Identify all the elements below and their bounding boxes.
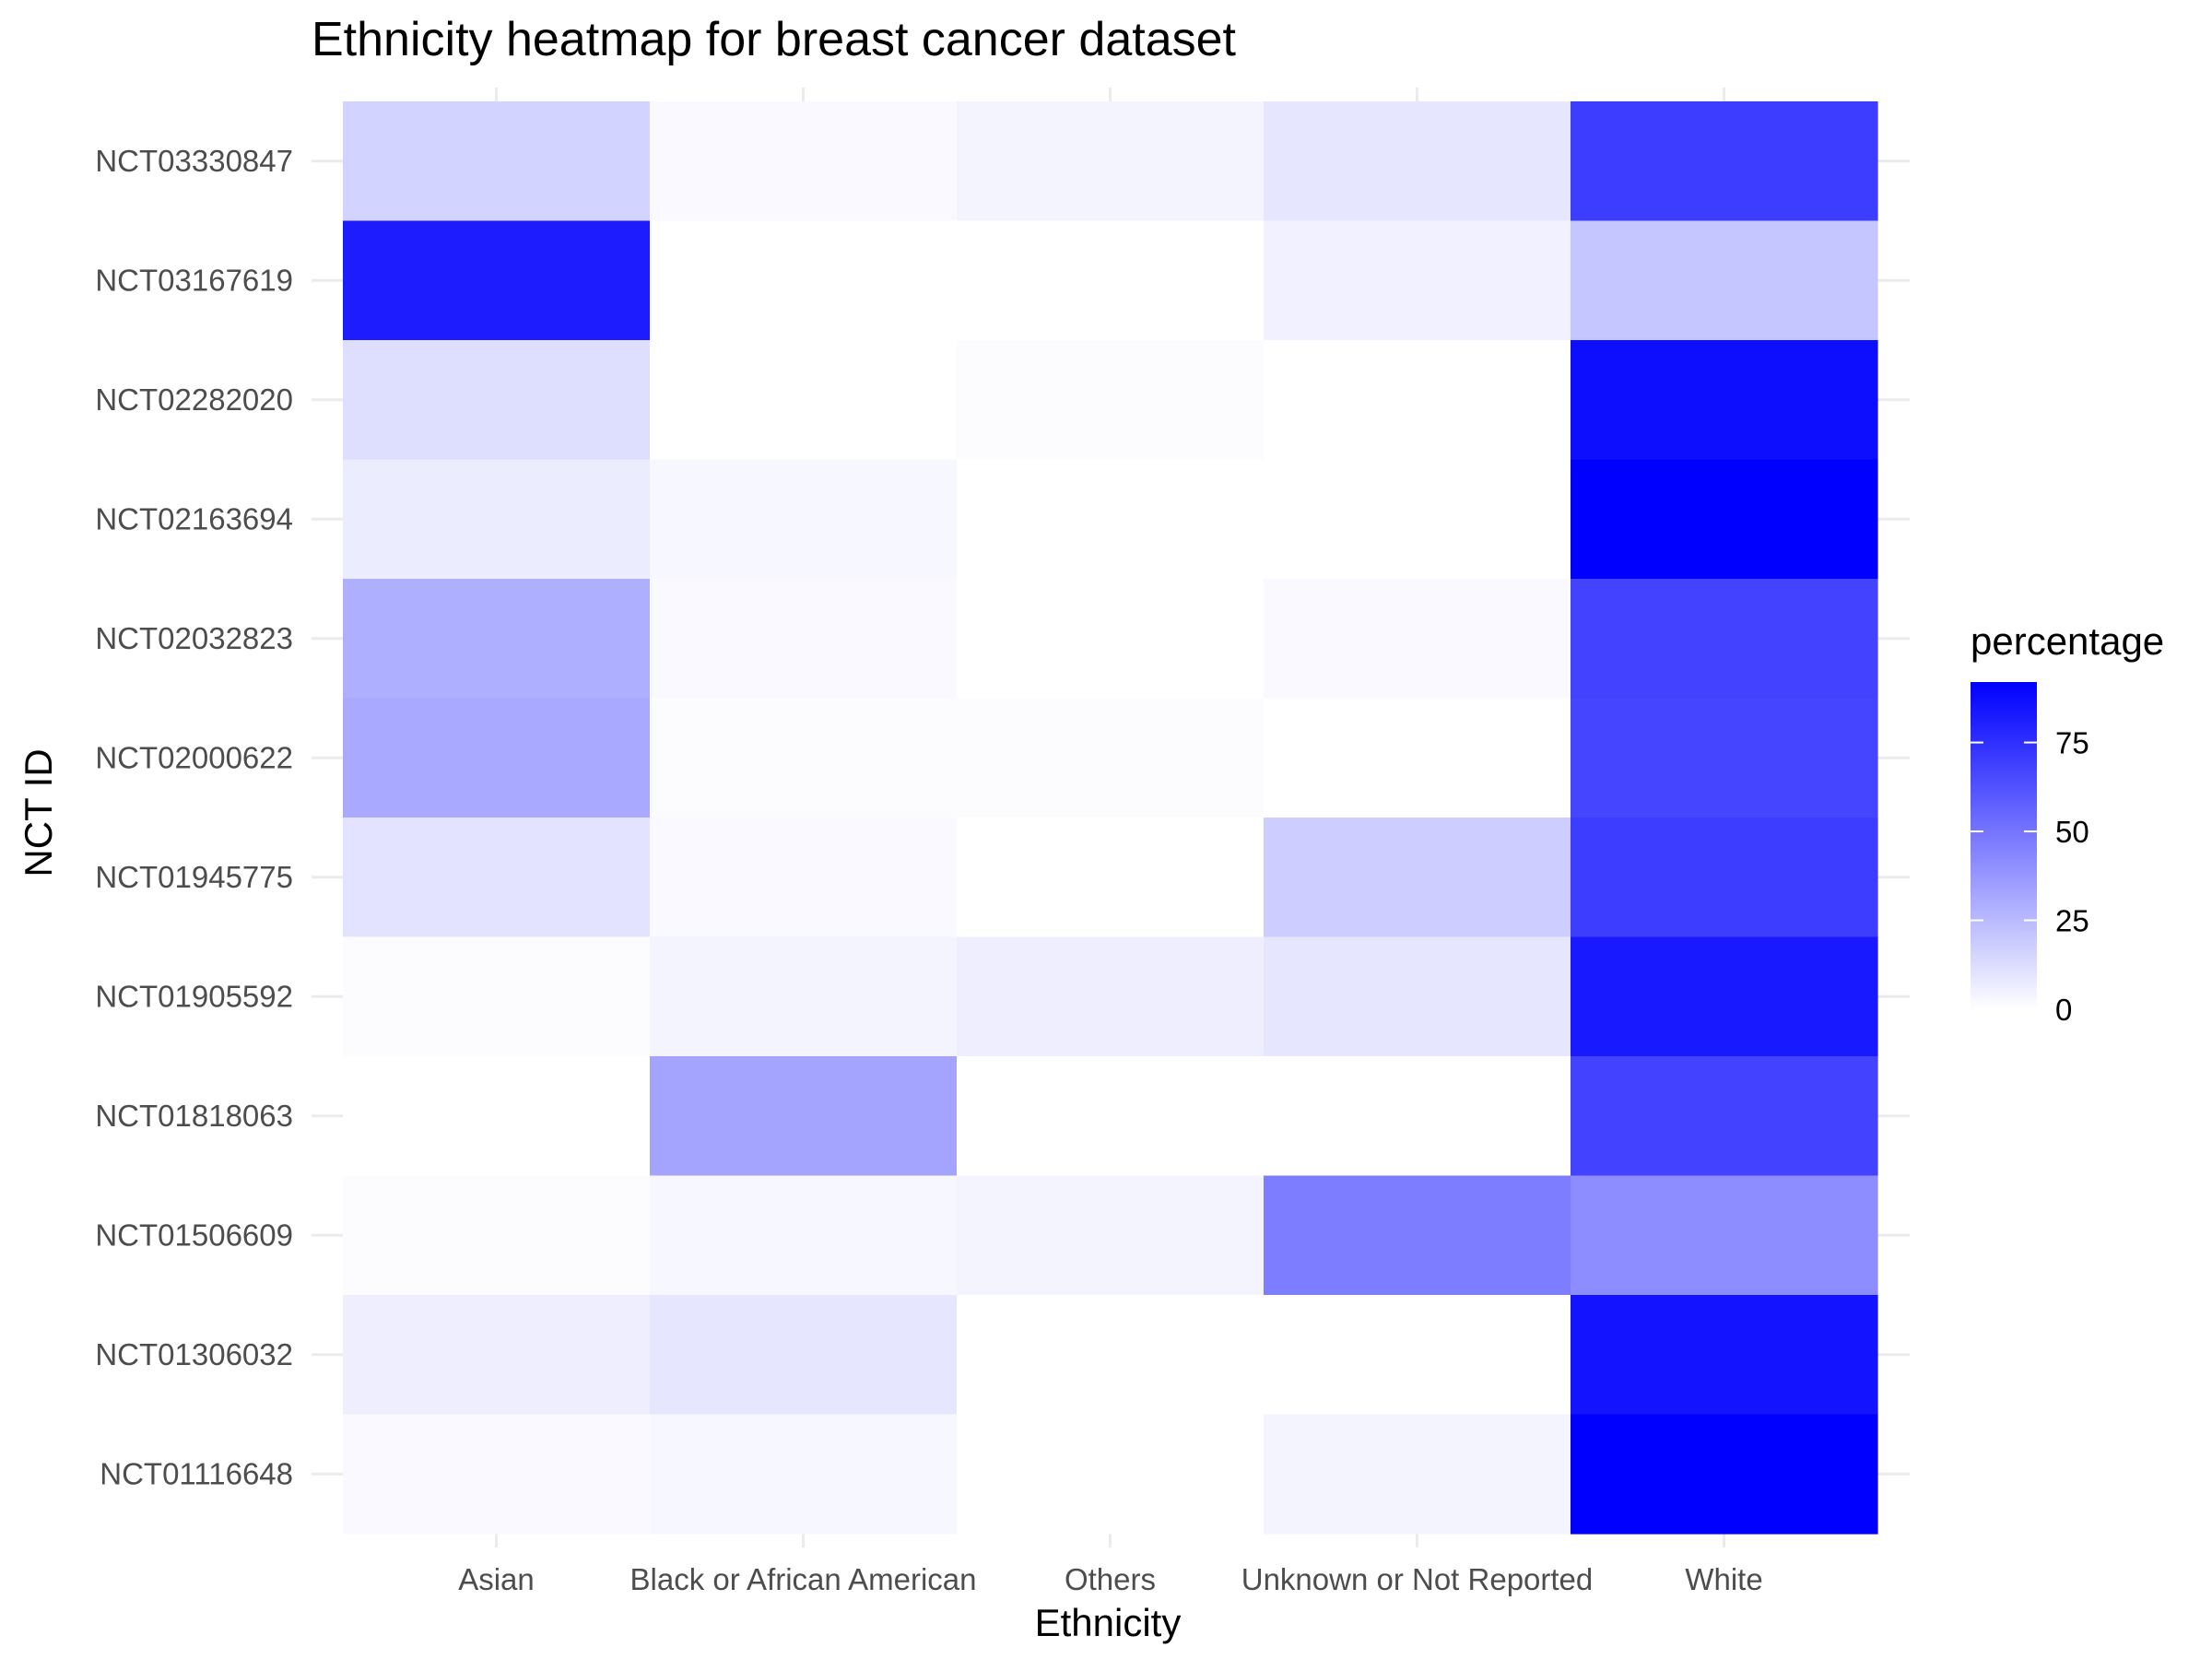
y-axis-title: NCT ID: [17, 748, 60, 877]
legend-tick-label: 75: [2055, 726, 2089, 760]
y-tick-label: NCT02282020: [95, 382, 293, 417]
x-axis-title: Ethnicity: [1035, 1601, 1182, 1644]
heatmap-cell: [1571, 220, 1878, 341]
heatmap-cell: [343, 220, 651, 341]
heatmap-cell: [343, 101, 651, 222]
heatmap-cell: [1571, 101, 1878, 222]
heatmap-cell: [1264, 818, 1571, 938]
y-tick-label: NCT01905592: [95, 979, 293, 1013]
heatmap-cell: [957, 818, 1265, 938]
heatmap-cell: [957, 1175, 1265, 1296]
heatmap-cell: [1571, 1175, 1878, 1296]
heatmap-cell: [343, 579, 651, 700]
heatmap-cell: [1571, 1295, 1878, 1416]
y-tick-label: NCT02032823: [95, 621, 293, 655]
y-tick-label: NCT01306032: [95, 1337, 293, 1371]
heatmap-cell: [957, 1056, 1265, 1177]
heatmap-cell: [1264, 1414, 1571, 1535]
heatmap-cell: [343, 818, 651, 938]
heatmap-cell: [343, 936, 651, 1057]
heatmap-cell: [343, 459, 651, 580]
legend-tick-label: 25: [2055, 904, 2089, 938]
heatmap-cell: [1264, 1295, 1571, 1416]
x-tick-label: Black or African American: [630, 1562, 977, 1596]
heatmap-cell: [650, 936, 958, 1057]
legend-tick-label: 0: [2055, 993, 2072, 1027]
heatmap-cell: [650, 579, 958, 700]
heatmap-cell: [1571, 698, 1878, 818]
heatmap-cell: [1571, 579, 1878, 700]
heatmap-cell: [1264, 579, 1571, 700]
heatmap-cell: [1264, 1175, 1571, 1296]
legend: percentage 0 25 50 75: [1971, 619, 2164, 1027]
y-tick-label: NCT02163694: [95, 501, 293, 535]
heatmap-cell: [650, 340, 958, 461]
heatmap-cell: [957, 459, 1265, 580]
heatmap-cell: [1264, 220, 1571, 341]
heatmap-cell: [343, 1414, 651, 1535]
heatmap-cell: [343, 698, 651, 818]
heatmap-cell: [1264, 340, 1571, 461]
x-tick-label: Unknown or Not Reported: [1241, 1562, 1594, 1596]
heatmap-cell: [957, 1295, 1265, 1416]
heatmap-cell: [1571, 459, 1878, 580]
heatmap-cell: [343, 1056, 651, 1177]
heatmap-cell: [1264, 936, 1571, 1057]
heatmap-cell: [1571, 1414, 1878, 1535]
chart-title: Ethnicity heatmap for breast cancer data…: [312, 13, 1237, 66]
y-tick-label: NCT03330847: [95, 144, 293, 178]
y-tick-label: NCT03167619: [95, 263, 293, 297]
x-tick-label: Others: [1065, 1562, 1156, 1596]
heatmap-cell: [1264, 698, 1571, 818]
heatmap-cell: [957, 579, 1265, 700]
heatmap-cell: [650, 101, 958, 222]
heatmap-cell: [957, 101, 1265, 222]
y-tick-label: NCT02000622: [95, 740, 293, 774]
heatmap-cell: [957, 1414, 1265, 1535]
legend-colorbar: [1971, 682, 2037, 1009]
heatmap-cell: [1264, 101, 1571, 222]
heatmap-cell: [957, 340, 1265, 461]
heatmap-cell: [957, 698, 1265, 818]
y-tick-label: NCT01506609: [95, 1218, 293, 1252]
legend-tick-label: 50: [2055, 815, 2089, 849]
heatmap-cell: [957, 936, 1265, 1057]
heatmap-cell: [1264, 459, 1571, 580]
y-tick-label: NCT01945775: [95, 860, 293, 894]
heatmap-cell: [343, 1295, 651, 1416]
legend-title: percentage: [1971, 619, 2164, 663]
heatmap-cell: [650, 1056, 958, 1177]
heatmap-cell: [1264, 1056, 1571, 1177]
heatmap-cell: [343, 1175, 651, 1296]
heatmap-cell: [650, 1295, 958, 1416]
heatmap-cell: [650, 818, 958, 938]
heatmap-cell: [650, 459, 958, 580]
heatmap-cell: [650, 1414, 958, 1535]
x-tick-label: Asian: [458, 1562, 535, 1596]
y-tick-label: NCT01116648: [100, 1456, 293, 1490]
heatmap-cell: [343, 340, 651, 461]
heatmap-cell: [957, 220, 1265, 341]
heatmap-cell: [650, 1175, 958, 1296]
heatmap-cell: [1571, 936, 1878, 1057]
heatmap-cell: [650, 698, 958, 818]
heatmap-cell: [1571, 340, 1878, 461]
heatmap-cell: [650, 220, 958, 341]
heatmap-cell: [1571, 818, 1878, 938]
y-tick-label: NCT01818063: [95, 1099, 293, 1133]
x-tick-label: White: [1685, 1562, 1762, 1596]
heatmap-cell: [1571, 1056, 1878, 1177]
